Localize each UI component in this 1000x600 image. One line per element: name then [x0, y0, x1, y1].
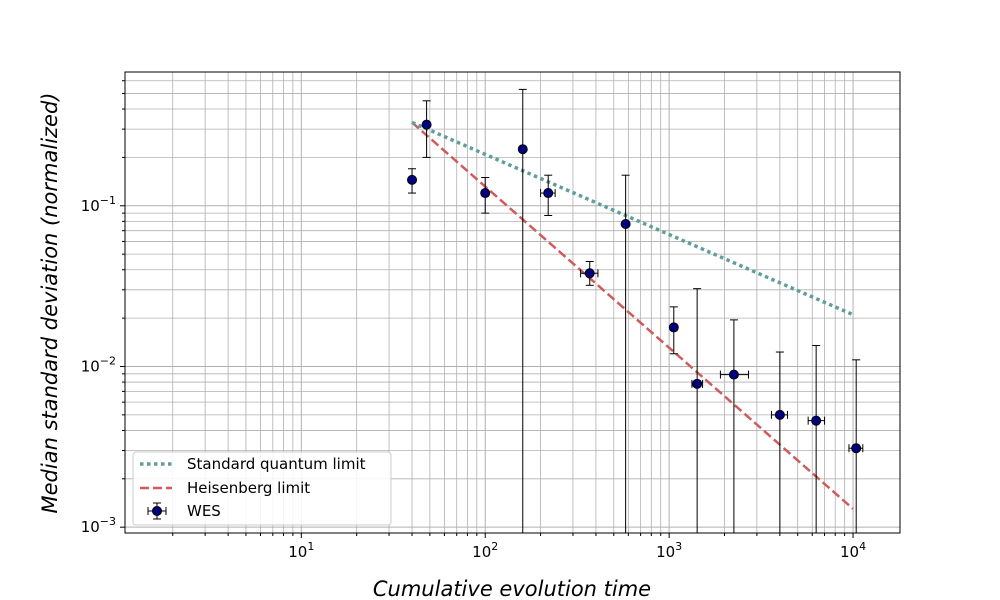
legend-box: [132, 451, 392, 526]
legend-label-wes: WES: [187, 502, 221, 520]
legend-label-heisenberg: Heisenberg limit: [187, 479, 310, 497]
wes-data-point: [668, 306, 679, 355]
grid-lines: [125, 72, 900, 533]
plot-frame: [124, 71, 901, 534]
y-tick-label: 10−2: [81, 354, 116, 375]
legend: Standard quantum limit Heisenberg limit …: [132, 451, 392, 526]
y-tick-label: 10−3: [81, 515, 116, 536]
standard-quantum-limit-line: [411, 120, 854, 317]
wes-data-point: [421, 100, 432, 158]
wes-data-point: [719, 319, 749, 533]
y-tick-label: 10−1: [81, 194, 116, 215]
wes-data-point: [480, 176, 491, 214]
legend-swatch-wes: [147, 502, 167, 520]
wes-data-point: [580, 261, 599, 286]
wes-data-point: [770, 351, 788, 533]
wes-data-point: [517, 88, 528, 533]
wes-data-point: [848, 359, 864, 533]
wes-data-point: [807, 345, 826, 533]
legend-label-sql: Standard quantum limit: [187, 455, 366, 473]
series-layer: [407, 88, 864, 533]
wes-data-point: [407, 168, 418, 194]
x-axis-label: Cumulative evolution time: [373, 577, 651, 600]
wes-data-point: [540, 174, 556, 217]
wes-data-point: [620, 174, 631, 533]
wes-data-point: [691, 288, 704, 533]
y-axis-label: Median standard deviation (normalized): [38, 93, 62, 514]
